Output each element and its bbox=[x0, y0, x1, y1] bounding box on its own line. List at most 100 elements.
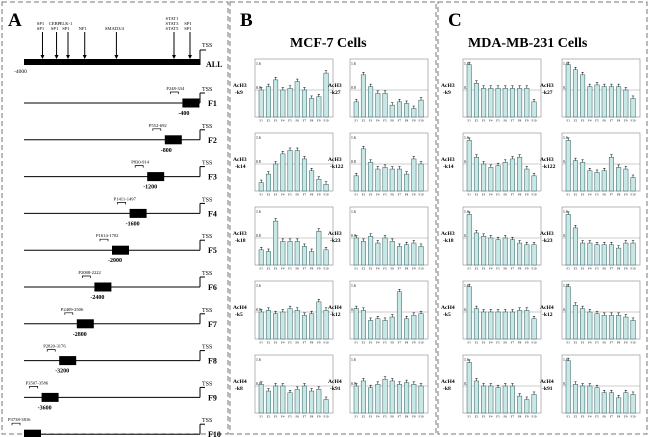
bar bbox=[389, 168, 395, 192]
x-tick-label: F8 bbox=[617, 267, 621, 271]
bar bbox=[404, 318, 410, 340]
bar bbox=[524, 168, 530, 192]
bar bbox=[580, 242, 586, 266]
bar bbox=[323, 399, 329, 414]
x-tick-label: F8 bbox=[405, 415, 409, 419]
x-tick-label: F2 bbox=[267, 119, 271, 123]
x-tick-label: F7 bbox=[398, 267, 402, 271]
x-tick-label: F5 bbox=[496, 415, 500, 419]
x-tick-label: F2 bbox=[267, 267, 271, 271]
fragment-box bbox=[164, 135, 182, 145]
bar bbox=[531, 394, 537, 414]
x-tick-label: F1 bbox=[354, 193, 358, 197]
x-tick-label: F8 bbox=[310, 119, 314, 123]
x-tick-label: F3 bbox=[581, 341, 585, 345]
bar bbox=[623, 242, 629, 266]
y-tick-label: 0.8 bbox=[563, 308, 568, 312]
all-start-label: -4000 bbox=[14, 69, 27, 75]
tss-label: TSS bbox=[202, 124, 212, 130]
x-tick-label: F7 bbox=[610, 341, 614, 345]
x-tick-label: F6 bbox=[602, 193, 606, 197]
bar bbox=[404, 103, 410, 118]
bar bbox=[517, 157, 523, 192]
motif-arrow-head bbox=[54, 55, 59, 59]
x-tick-label: F7 bbox=[398, 415, 402, 419]
histone-mark-label: -k91 bbox=[542, 386, 553, 392]
histone-mark-label: AcH4 bbox=[233, 305, 247, 311]
bar bbox=[587, 385, 593, 414]
x-tick-label: F8 bbox=[405, 119, 409, 123]
x-tick-label: F8 bbox=[518, 193, 522, 197]
x-tick-label: F9 bbox=[525, 193, 529, 197]
all-bar bbox=[24, 59, 200, 65]
x-tick-label: F2 bbox=[574, 415, 578, 419]
y-tick-label: 1.6 bbox=[256, 358, 261, 362]
primer-label: P830-914 bbox=[131, 160, 150, 165]
motif-label: SP1 bbox=[51, 26, 59, 31]
x-tick-label: F6 bbox=[295, 193, 299, 197]
bar bbox=[389, 241, 395, 266]
bar bbox=[623, 168, 629, 192]
x-tick-label: F9 bbox=[412, 415, 416, 419]
histone-mark-label: -k23 bbox=[542, 238, 553, 244]
bar bbox=[502, 88, 508, 118]
x-tick-label: F9 bbox=[412, 119, 416, 123]
bar bbox=[418, 99, 424, 118]
y-tick-label: 1.6 bbox=[563, 136, 568, 140]
x-tick-label: F1 bbox=[354, 267, 358, 271]
bar bbox=[481, 311, 487, 340]
x-tick-label: F1 bbox=[467, 341, 471, 345]
x-tick-label: F2 bbox=[362, 267, 366, 271]
x-tick-label: F9 bbox=[317, 193, 321, 197]
histone-mark-label: AcH4 bbox=[540, 379, 554, 385]
bar bbox=[316, 301, 322, 340]
motif-label: ELK-1 bbox=[60, 21, 73, 26]
x-tick-label: F10 bbox=[418, 267, 423, 271]
x-tick-label: F4 bbox=[489, 415, 493, 419]
motif-arrow-head bbox=[82, 55, 87, 59]
y-tick-label: 1.6 bbox=[464, 358, 469, 362]
bar bbox=[353, 101, 359, 118]
primer-label: P2820-3176 bbox=[43, 344, 66, 349]
histone-mark-label: -k14 bbox=[235, 164, 246, 170]
fragment-box bbox=[182, 98, 200, 108]
x-tick-label: F5 bbox=[595, 415, 599, 419]
primer-bracket bbox=[64, 312, 74, 315]
x-tick-label: F8 bbox=[405, 193, 409, 197]
x-tick-label: F7 bbox=[303, 415, 307, 419]
bar bbox=[396, 101, 402, 118]
bar bbox=[473, 308, 479, 340]
tss-label: TSS bbox=[202, 381, 212, 387]
x-tick-label: F6 bbox=[295, 415, 299, 419]
bar bbox=[565, 64, 571, 118]
all-label: ALL bbox=[206, 60, 222, 69]
fragment-start: -2800 bbox=[73, 332, 87, 338]
y-tick-label: 1.6 bbox=[464, 62, 469, 66]
panel-b-frame bbox=[229, 1, 437, 435]
bar bbox=[616, 167, 622, 192]
x-tick-label: F3 bbox=[482, 415, 486, 419]
x-tick-label: F6 bbox=[602, 267, 606, 271]
x-tick-label: F7 bbox=[610, 119, 614, 123]
x-tick-label: F9 bbox=[624, 267, 628, 271]
bar bbox=[623, 392, 629, 414]
bar bbox=[389, 104, 395, 118]
bar bbox=[572, 305, 578, 340]
bar bbox=[587, 170, 593, 192]
x-tick-label: F7 bbox=[303, 341, 307, 345]
fragment-start: -3600 bbox=[38, 405, 52, 411]
x-tick-label: F8 bbox=[518, 341, 522, 345]
y-tick-label: 0.8 bbox=[464, 160, 469, 164]
bar bbox=[280, 153, 286, 192]
y-tick-label: 0.8 bbox=[464, 234, 469, 238]
histone-mark-label: AcH3 bbox=[233, 157, 247, 163]
primer-bracket bbox=[170, 91, 179, 94]
bar bbox=[524, 88, 530, 118]
bar bbox=[389, 316, 395, 340]
y-tick-label: 1.6 bbox=[256, 284, 261, 288]
bar bbox=[404, 173, 410, 192]
x-tick-label: F8 bbox=[310, 415, 314, 419]
histone-mark-label: -k18 bbox=[235, 238, 246, 244]
x-tick-label: F6 bbox=[503, 415, 507, 419]
